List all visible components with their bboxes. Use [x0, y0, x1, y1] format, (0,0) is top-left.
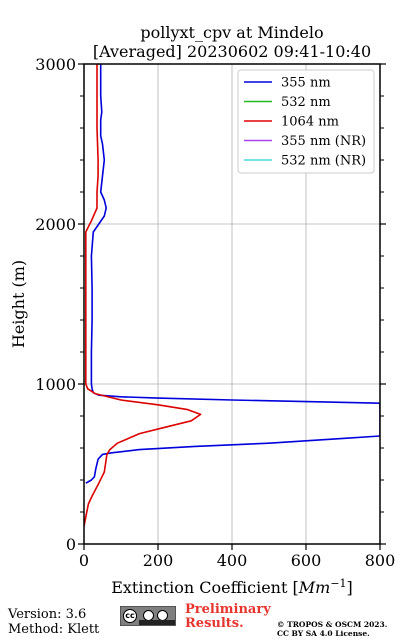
y-tick-label: 2000	[35, 215, 76, 234]
legend-label-1: 532 nm	[281, 95, 331, 110]
chart-title-line1: pollyxt_cpv at Mindelo	[140, 23, 323, 42]
cc-license-icon: cc	[120, 606, 176, 626]
version-text: Version: 3.6	[8, 607, 87, 622]
legend-label-3: 355 nm (NR)	[281, 134, 366, 149]
legend: 355 nm 532 nm 1064 nm 355 nm (NR) 532 nm (NR…	[237, 69, 375, 174]
series-lines	[84, 64, 380, 527]
preliminary-notice: Preliminary Results.	[185, 603, 271, 631]
copyright-notice: © TROPOS & OSCM 2023. CC BY SA 4.0 Licen…	[277, 620, 387, 638]
legend-label-0: 355 nm	[281, 76, 331, 91]
x-tick-label: 600	[291, 551, 322, 570]
method-text: Method: Klett	[8, 622, 100, 637]
y-tick-label: 3000	[35, 55, 76, 74]
y-axis-label: Height (m)	[9, 260, 28, 348]
x-tick-label: 800	[365, 551, 396, 570]
y-tick-label: 0	[66, 535, 76, 554]
x-tick-label: 400	[217, 551, 248, 570]
x-tick-label: 200	[143, 551, 174, 570]
copyright-line2: CC BY SA 4.0 License.	[277, 629, 370, 638]
x-axis-label: Extinction Coefficient [Mm−1]	[111, 577, 353, 597]
chart-title-line2: [Averaged] 20230602 09:41-10:40	[93, 42, 371, 61]
cc-logo-icon: cc	[123, 609, 137, 623]
copyright-line1: © TROPOS & OSCM 2023.	[277, 620, 388, 629]
legend-label-2: 1064 nm	[281, 115, 339, 130]
series-line-2	[84, 64, 202, 527]
series-line-0	[85, 64, 380, 484]
axis-ticks: 0 200 400 600 800 0 1000 2000 3000	[35, 55, 395, 570]
x-tick-label: 0	[79, 551, 89, 570]
cc-strip	[139, 620, 175, 625]
extinction-chart: pollyxt_cpv at Mindelo [Averaged] 202306…	[9, 23, 395, 597]
preliminary-line1: Preliminary	[185, 602, 271, 617]
legend-label-4: 532 nm (NR)	[281, 154, 366, 169]
preliminary-line2: Results.	[185, 616, 244, 631]
y-tick-label: 1000	[35, 375, 76, 394]
legend-box	[237, 69, 375, 174]
